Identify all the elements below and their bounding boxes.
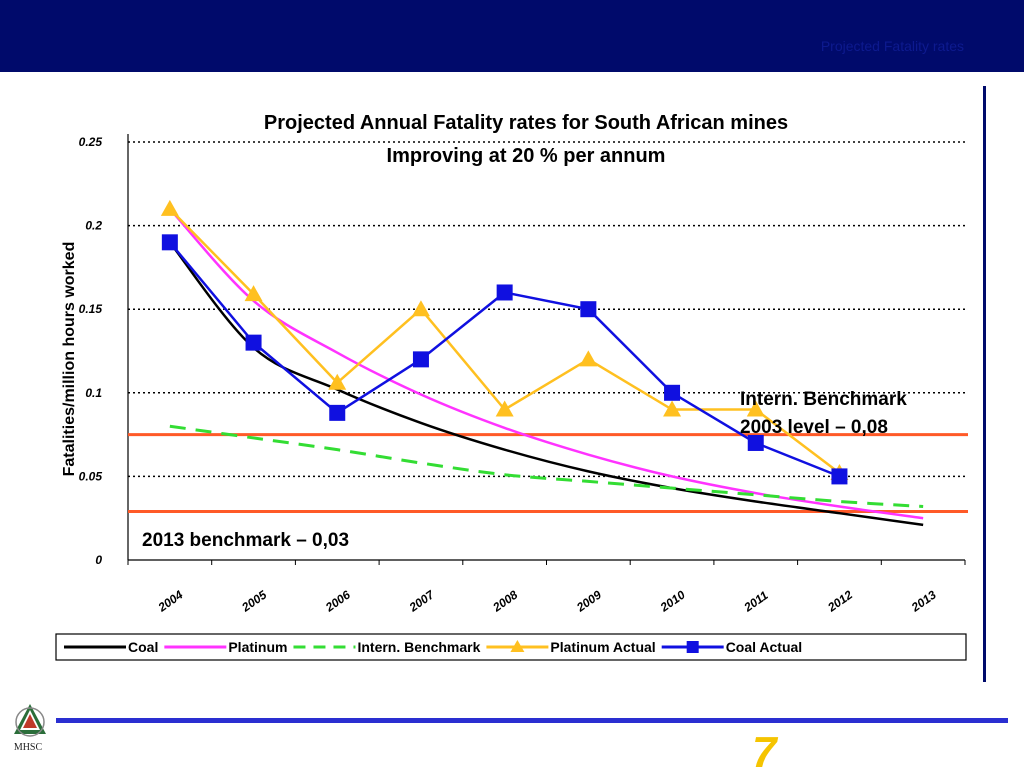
data-point-coal-actual [664,384,681,401]
data-point-coal-actual [329,404,346,421]
y-tick-label: 0 [95,553,102,567]
x-tick-label: 2011 [741,588,771,615]
data-point-coal-actual [496,284,513,301]
legend-label: Intern. Benchmark [357,639,480,655]
legend-marker [510,640,525,652]
x-tick-label: 2010 [657,587,688,615]
y-tick-label: 0.1 [85,386,102,400]
y-tick-label: 0.05 [79,469,103,483]
y-tick-label: 0.15 [79,302,103,316]
x-tick-label: 2005 [238,587,269,615]
legend-label: Platinum [228,639,287,655]
data-point-platinum-actual [495,400,514,417]
data-point-coal-actual [161,234,178,251]
x-tick-label: 2008 [490,587,521,615]
data-point-platinum-actual [244,285,263,302]
series-line-platinum [168,208,924,520]
data-point-coal-actual [747,434,764,451]
data-point-coal-actual [412,351,429,368]
mhsc-logo-icon [14,704,46,737]
chart-legend: Coal Platinum Intern. Benchmark Platinum Ac… [55,633,967,661]
annotation-benchmark-title: Intern. Benchmark [740,389,907,410]
x-tick-label: 2006 [322,587,353,615]
y-tick-label: 0.25 [79,135,103,149]
x-tick-label: 2007 [406,587,438,615]
annotation-2013-benchmark: 2013 benchmark – 0,03 [142,530,349,551]
data-point-platinum-actual [579,350,598,367]
legend-label: Coal Actual [726,639,803,655]
legend-item: Platinum Actual [486,639,656,655]
data-point-platinum-actual [328,373,347,390]
data-point-platinum-actual [663,400,682,417]
x-tick-label: 2004 [155,587,186,615]
legend-item: Intern. Benchmark [293,639,481,655]
chart-subtitle: Improving at 20 % per annum [387,145,666,167]
x-tick-label: 2012 [824,587,855,615]
x-tick-label: 2009 [573,587,604,615]
header-title: Projected Fatality rates [820,38,964,54]
logo-text: MHSC [13,742,43,753]
data-point-platinum-actual [746,400,765,417]
right-divider [983,86,986,682]
footer-rule [56,718,1008,723]
legend-label: Coal [128,639,158,655]
legend-label: Platinum Actual [550,639,655,655]
legend-item: Coal Actual [661,639,803,655]
y-axis-label: Fatalities/million hours worked [61,242,78,477]
header-bar: Projected Fatality rates [0,0,1024,72]
data-point-platinum-actual [160,199,179,216]
data-point-coal-actual [831,468,848,485]
chart-title: Projected Annual Fatality rates for Sout… [264,112,788,134]
y-tick-label: 0.2 [85,219,102,233]
legend-marker [686,641,699,653]
series-line-intern-benchmark [169,424,924,508]
x-tick-label: 2013 [908,587,939,615]
page-number: 7 [752,728,777,777]
data-point-coal-actual [580,301,597,318]
legend-item: Platinum [164,639,287,655]
data-point-coal-actual [245,334,262,351]
annotation-benchmark-level: 2003 level – 0,08 [740,417,888,438]
legend-item: Coal [64,639,158,655]
fatality-rate-chart: 2004 2005 2006 2007 2008 2009 2010 2011 2012 2013… [55,112,968,661]
data-point-platinum-actual [411,300,430,317]
